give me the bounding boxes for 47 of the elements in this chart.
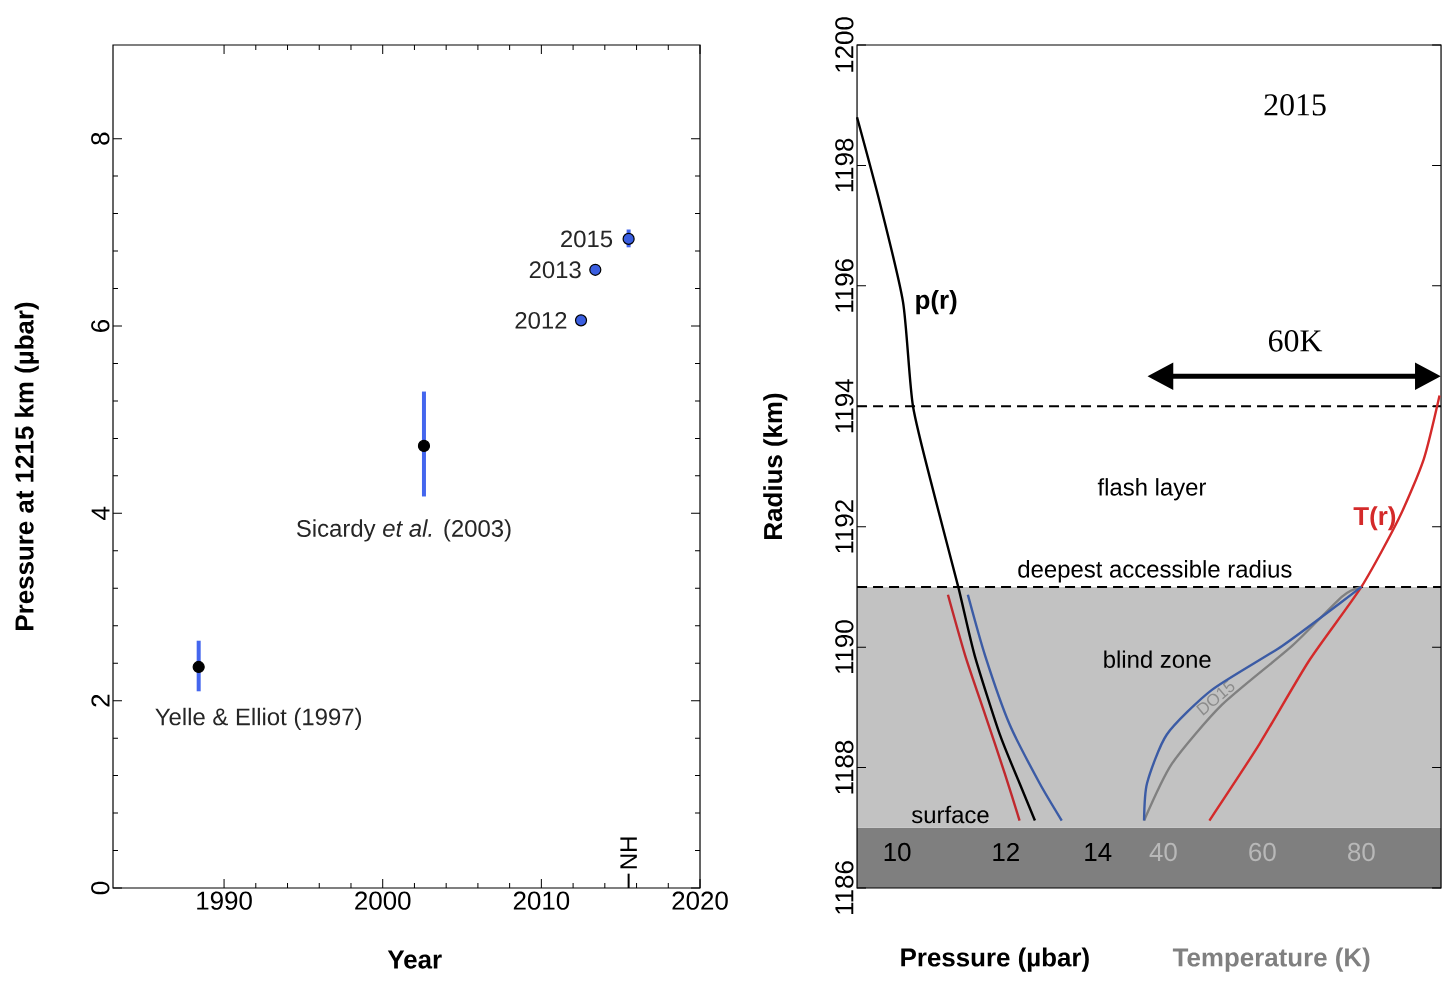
point [589,263,602,276]
x-tick-label: 14 [1085,843,1112,861]
series-label: T(r) [1353,506,1396,531]
point [192,660,205,674]
x-axis-title: Pressure (µbar) [901,947,1089,972]
y-tick-label: 1186 [835,861,854,914]
x-tick-label: 10 [884,842,911,862]
y-tick-label: 6 [91,319,110,332]
y-tick-label: 1200 [835,17,854,72]
x2-tick-label: 40 [1149,842,1177,862]
legend-label: p(r) [916,290,957,315]
annotation: flash layer [1097,478,1207,501]
x2-tick-label: 80 [1348,842,1375,862]
x-axis-title: Year [387,950,442,969]
y-tick-label: 1192 [835,500,854,553]
y-tick-label: 1190 [835,620,854,674]
y-tick-label: 4 [91,506,110,520]
ref-line-label: deepest accessible radius [1018,560,1292,583]
x-tick-label: 1990 [197,891,252,910]
band-label: surface [911,805,989,824]
annotation: 2015 [1264,94,1326,116]
y-tick-label: 1194 [835,379,854,433]
x2-axis-title: Temperature (K) [1172,947,1370,972]
y-tick-label: 8 [91,132,110,145]
annotation: Yelle & Elliot (1997) [155,707,362,731]
x-tick-label: 12 [993,842,1019,862]
y-tick-label: 1198 [835,138,854,192]
x2-tick-label: 60 [1249,842,1276,862]
x-tick-label: 2000 [355,891,411,910]
y-tick-label: 0 [91,881,110,895]
point [417,439,431,452]
annotation: 2015 [561,230,613,248]
y-axis-title: Radius (km) [763,393,788,539]
annotation: 60K [1268,330,1323,352]
y-axis-title: Pressure at 1215 km (µbar) [14,302,39,630]
x-tick-label: 2020 [672,891,728,910]
band-label: blind zone [1104,650,1211,668]
y-tick-label: 2 [91,694,110,707]
y-tick-label: 1196 [835,259,854,312]
y-tick-label: 1188 [835,740,854,794]
x-tick-label: 2010 [513,891,570,910]
annotation: Sicardy et al. (2003) [296,519,511,542]
point [622,232,635,245]
annotation: 2013 [529,261,581,279]
point [574,314,588,327]
ref-line-label: NH [620,837,637,869]
annotation: 2012 [515,311,567,329]
